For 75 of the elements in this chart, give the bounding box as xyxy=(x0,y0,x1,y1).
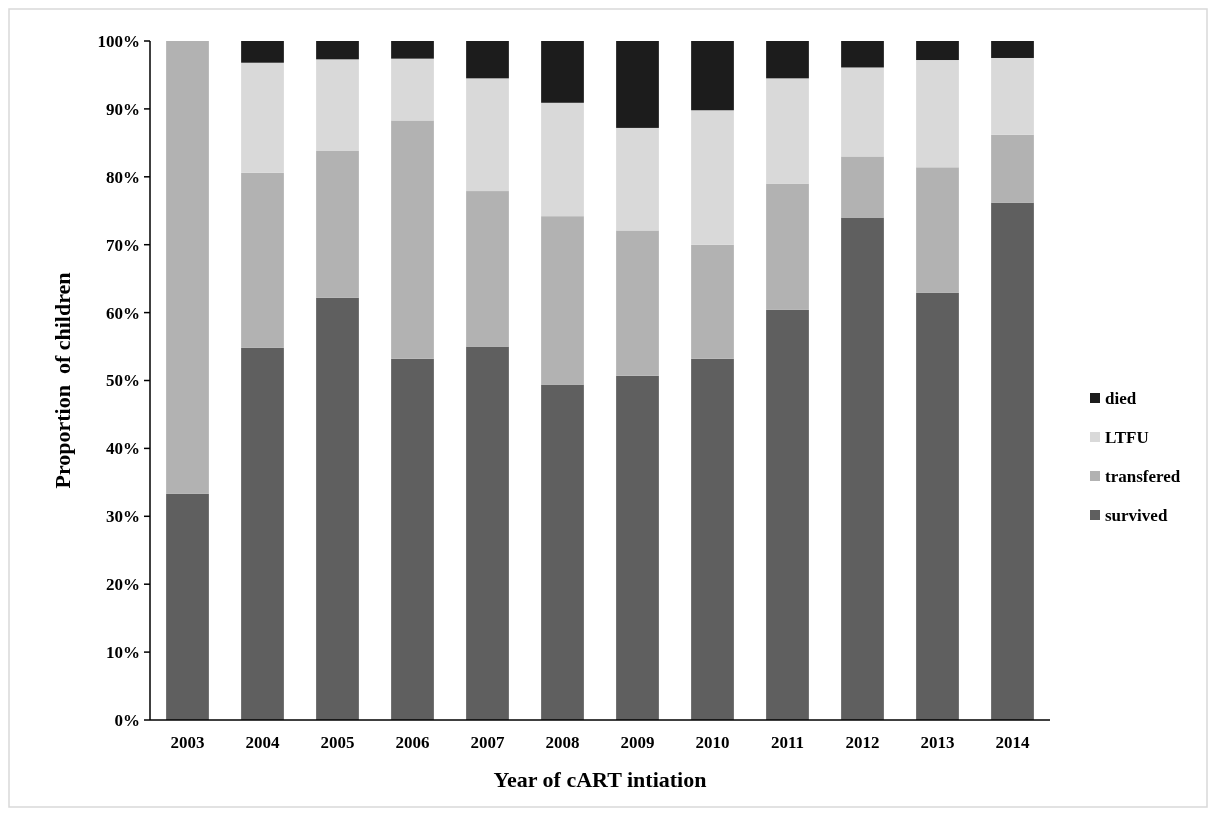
bar xyxy=(241,62,284,173)
x-tick-label: 2010 xyxy=(695,733,730,752)
y-axis-title: Proportion of children xyxy=(50,272,75,489)
y-tick-label: 90% xyxy=(106,99,140,119)
y-tick-label: 50% xyxy=(106,371,140,391)
bar xyxy=(841,217,884,720)
legend-label: LTFU xyxy=(1105,427,1149,447)
y-tick-label: 30% xyxy=(106,507,140,527)
bar xyxy=(391,58,434,121)
bar xyxy=(691,358,734,720)
bar xyxy=(541,41,584,103)
bar xyxy=(616,41,659,128)
y-tick-label: 80% xyxy=(106,167,140,187)
bar xyxy=(466,78,509,192)
bar xyxy=(241,172,284,348)
bar xyxy=(316,59,359,151)
bar xyxy=(691,110,734,245)
bar xyxy=(691,244,734,359)
bar xyxy=(166,41,209,494)
y-tick-label: 10% xyxy=(106,643,140,663)
bar xyxy=(391,41,434,59)
bar xyxy=(316,297,359,720)
x-tick-label: 2005 xyxy=(320,733,355,752)
bar xyxy=(991,57,1034,135)
bar xyxy=(841,41,884,68)
bar xyxy=(316,151,359,298)
bar xyxy=(241,41,284,63)
y-tick-label: 20% xyxy=(106,575,140,595)
x-tick-label: 2013 xyxy=(920,733,955,752)
x-tick-label: 2008 xyxy=(545,733,580,752)
bar xyxy=(916,167,959,293)
bar xyxy=(541,102,584,217)
bar xyxy=(241,347,284,720)
bar xyxy=(466,346,509,720)
bar xyxy=(466,41,509,79)
x-axis-title: Year of cART intiation xyxy=(493,767,707,792)
bar xyxy=(391,358,434,720)
bar xyxy=(541,384,584,720)
bar xyxy=(391,120,434,359)
y-tick-label: 60% xyxy=(106,303,140,323)
bar xyxy=(916,292,959,720)
bar xyxy=(991,202,1034,720)
legend-label: transfered xyxy=(1105,466,1181,486)
bar xyxy=(991,134,1034,203)
bar xyxy=(691,41,734,111)
x-tick-label: 2007 xyxy=(470,733,505,752)
bar xyxy=(466,191,509,347)
bar xyxy=(916,41,959,61)
x-tick-label: 2011 xyxy=(770,733,805,752)
bar xyxy=(766,309,809,720)
x-tick-label: 2014 xyxy=(995,733,1030,752)
y-tick-label: 70% xyxy=(106,235,140,255)
bar xyxy=(616,127,659,231)
bar xyxy=(766,183,809,310)
bar xyxy=(166,493,209,720)
bar xyxy=(316,41,359,60)
legend-label: survived xyxy=(1105,505,1168,525)
y-tick-label: 40% xyxy=(106,439,140,459)
bar xyxy=(766,78,809,184)
bar xyxy=(541,216,584,385)
bar xyxy=(616,375,659,720)
bar xyxy=(616,230,659,376)
legend-label: died xyxy=(1105,388,1137,408)
y-tick-label: 0% xyxy=(114,710,140,730)
bar xyxy=(766,41,809,79)
x-tick-label: 2003 xyxy=(170,733,205,752)
x-tick-label: 2009 xyxy=(620,733,655,752)
bar xyxy=(991,41,1034,58)
x-tick-label: 2004 xyxy=(245,733,280,752)
bar xyxy=(916,60,959,168)
bar xyxy=(841,67,884,157)
bar xyxy=(841,156,884,218)
x-tick-label: 2006 xyxy=(395,733,430,752)
y-tick-label: 100% xyxy=(97,31,140,51)
x-tick-label: 2012 xyxy=(845,733,880,752)
